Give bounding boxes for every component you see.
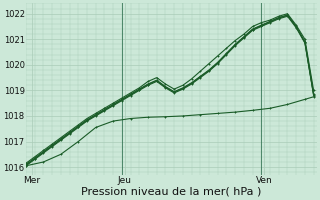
X-axis label: Pression niveau de la mer( hPa ): Pression niveau de la mer( hPa ) (81, 187, 261, 197)
